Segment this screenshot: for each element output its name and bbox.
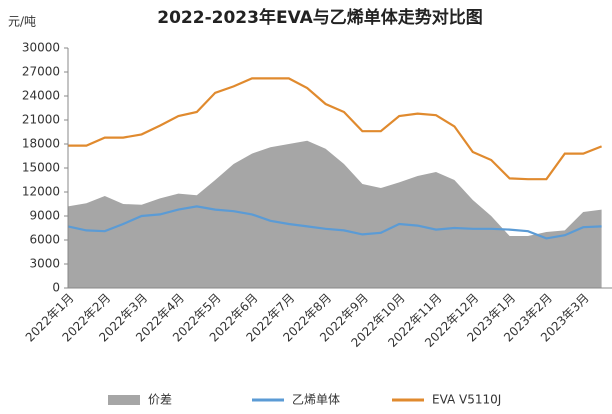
y-tick-label: 9000 xyxy=(29,209,60,223)
y-tick-label: 30000 xyxy=(22,41,60,55)
legend-swatch xyxy=(108,395,140,405)
y-tick-label: 6000 xyxy=(29,233,60,247)
legend-label: 乙烯单体 xyxy=(292,393,340,407)
y-tick-label: 18000 xyxy=(22,137,60,151)
y-tick-label: 21000 xyxy=(22,113,60,127)
chart-title: 2022-2023年EVA与乙烯单体走势对比图 xyxy=(157,7,482,28)
legend-label: EVA V5110J xyxy=(432,393,501,407)
y-axis-label: 元/吨 xyxy=(8,15,36,29)
y-tick-label: 3000 xyxy=(29,257,60,271)
area xyxy=(68,140,602,288)
y-tick-label: 12000 xyxy=(22,185,60,199)
y-tick-label: 24000 xyxy=(22,89,60,103)
y-tick-label: 0 xyxy=(52,281,60,295)
line xyxy=(67,205,602,240)
line xyxy=(68,77,603,181)
y-tick-label: 15000 xyxy=(22,161,60,175)
y-tick-label: 27000 xyxy=(22,65,60,79)
legend-label: 价差 xyxy=(148,393,172,407)
